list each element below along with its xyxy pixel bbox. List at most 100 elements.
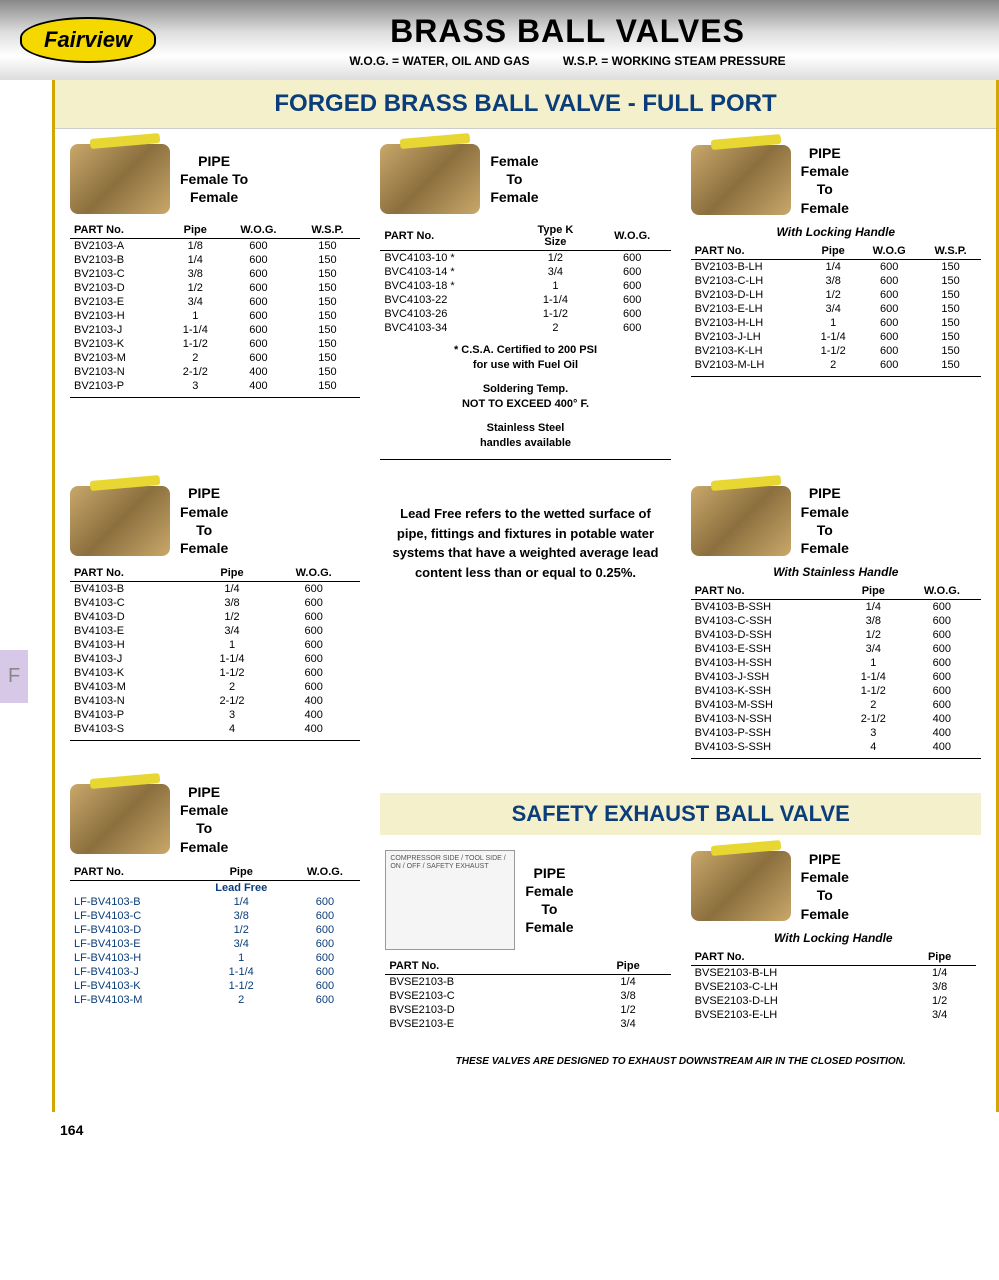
- table-cell: BVSE2103-E: [385, 1017, 585, 1031]
- table-cell: 150: [295, 295, 361, 309]
- wog-def: W.O.G. = WATER, OIL AND GAS: [349, 54, 529, 68]
- table-row: BV2103-H-LH1600150: [691, 316, 981, 330]
- table-cell: 150: [295, 309, 361, 323]
- table-cell: BV4103-K: [70, 666, 197, 680]
- column-header: PART No.: [691, 949, 904, 966]
- table-cell: 3/4: [197, 624, 267, 638]
- valve-image: [70, 486, 170, 556]
- table-cell: 600: [903, 698, 981, 712]
- table-cell: 1/2: [517, 251, 594, 266]
- valve-image: [691, 486, 791, 556]
- table-bv2103-lh: PART No.PipeW.O.GW.S.P.BV2103-B-LH1/4600…: [691, 243, 981, 372]
- pipe-label: Female To Female: [490, 152, 538, 207]
- subtitle: With Stainless Handle: [691, 565, 981, 579]
- table-row: BV4103-J-SSH1-1/4600: [691, 670, 981, 684]
- table-cell: 600: [222, 267, 294, 281]
- table-cell: 1/2: [197, 610, 267, 624]
- table-cell: BV4103-D-SSH: [691, 628, 844, 642]
- section-tab: F: [0, 650, 28, 703]
- table-row: BV2103-B1/4600150: [70, 253, 360, 267]
- table-cell: 1/4: [193, 895, 289, 909]
- table-row: BV4103-S4400: [70, 722, 360, 736]
- table-cell: 600: [594, 251, 671, 266]
- table-cell: 600: [858, 259, 920, 274]
- page-title: BRASS BALL VALVES: [156, 13, 979, 50]
- table-cell: BV4103-D: [70, 610, 197, 624]
- table-cell: 3: [168, 379, 222, 393]
- table-row: BVC4103-221-1/4600: [380, 293, 670, 307]
- table-row: BV4103-K1-1/2600: [70, 666, 360, 680]
- table-cell: BVC4103-18 *: [380, 279, 517, 293]
- csa-note: * C.S.A. Certified to 200 PSI for use wi…: [380, 343, 670, 374]
- table-cell: 400: [267, 708, 360, 722]
- table-cell: 600: [267, 652, 360, 666]
- table-cell: BV2103-K-LH: [691, 344, 809, 358]
- table-cell: 1-1/4: [197, 652, 267, 666]
- table-row: BV4103-J1-1/4600: [70, 652, 360, 666]
- column-header: W.S.P.: [295, 222, 361, 239]
- table-cell: BVC4103-14 *: [380, 265, 517, 279]
- table-bv2103: PART No.PipeW.O.G.W.S.P.BV2103-A1/860015…: [70, 222, 360, 393]
- table-cell: 1/4: [808, 259, 858, 274]
- table-cell: 1-1/4: [517, 293, 594, 307]
- table-cell: 3/4: [808, 302, 858, 316]
- table-cell: 600: [858, 344, 920, 358]
- table-row: BV4103-B1/4600: [70, 582, 360, 597]
- table-row: BVC4103-18 *1600: [380, 279, 670, 293]
- footer-note: THESE VALVES ARE DESIGNED TO EXHAUST DOW…: [380, 1046, 981, 1077]
- table-cell: 2-1/2: [197, 694, 267, 708]
- table-cell: BV2103-H-LH: [691, 316, 809, 330]
- table-row: BV2103-M-LH2600150: [691, 358, 981, 372]
- table-cell: 2-1/2: [168, 365, 222, 379]
- panel-bv4103-ssh: PIPE Female To Female With Stainless Han…: [686, 479, 986, 768]
- column-header: PART No.: [691, 243, 809, 260]
- table-row: BVC4103-342600: [380, 321, 670, 335]
- table-cell: 150: [920, 344, 981, 358]
- table-cell: 150: [920, 288, 981, 302]
- table-cell: BV4103-M-SSH: [691, 698, 844, 712]
- table-cell: LF-BV4103-B: [70, 895, 193, 909]
- table-cell: 150: [295, 253, 361, 267]
- table-cell: 600: [267, 582, 360, 597]
- table-cell: 1/2: [168, 281, 222, 295]
- table-cell: 600: [858, 288, 920, 302]
- column-header: W.O.G.: [267, 565, 360, 582]
- table-row: BVSE2103-D1/2: [385, 1003, 670, 1017]
- column-header: W.O.G.: [594, 222, 671, 251]
- pipe-label: PIPE Female To Female: [180, 152, 248, 207]
- table-row: BV2103-C-LH3/8600150: [691, 274, 981, 288]
- table-row: LF-BV4103-D1/2600: [70, 923, 360, 937]
- lead-free-label: Lead Free: [193, 880, 289, 895]
- column-header: Pipe: [586, 958, 671, 975]
- table-cell: 3/4: [517, 265, 594, 279]
- table-cell: 600: [594, 307, 671, 321]
- table-row: BV4103-H1600: [70, 638, 360, 652]
- table-cell: 600: [222, 239, 294, 254]
- table-cell: 150: [295, 239, 361, 254]
- table-cell: 600: [289, 993, 360, 1007]
- table-row: BVSE2103-E3/4: [385, 1017, 670, 1031]
- table-cell: LF-BV4103-H: [70, 951, 193, 965]
- subtitle: With Locking Handle: [691, 931, 976, 945]
- table-cell: 1/4: [844, 600, 903, 615]
- table-cell: 1-1/4: [844, 670, 903, 684]
- table-cell: 3/8: [586, 989, 671, 1003]
- content-area: FORGED BRASS BALL VALVE - FULL PORT PIPE…: [52, 80, 999, 1112]
- table-cell: BV4103-J-SSH: [691, 670, 844, 684]
- table-cell: 1: [197, 638, 267, 652]
- table-cell: 1/2: [844, 628, 903, 642]
- safety-section: SAFETY EXHAUST BALL VALVE COMPRESSOR SID…: [375, 788, 986, 1082]
- table-row: BV2103-J-LH1-1/4600150: [691, 330, 981, 344]
- table-cell: BVSE2103-C: [385, 989, 585, 1003]
- table-cell: 3/8: [197, 596, 267, 610]
- table-cell: BVC4103-34: [380, 321, 517, 335]
- table-cell: 2: [197, 680, 267, 694]
- table-cell: 400: [903, 726, 981, 740]
- table-cell: 600: [289, 895, 360, 909]
- table-cell: BV2103-D-LH: [691, 288, 809, 302]
- table-cell: 1-1/4: [168, 323, 222, 337]
- table-cell: BV2103-N: [70, 365, 168, 379]
- table-cell: 3/4: [844, 642, 903, 656]
- table-row: LF-BV4103-B1/4600: [70, 895, 360, 909]
- table-cell: BV2103-P: [70, 379, 168, 393]
